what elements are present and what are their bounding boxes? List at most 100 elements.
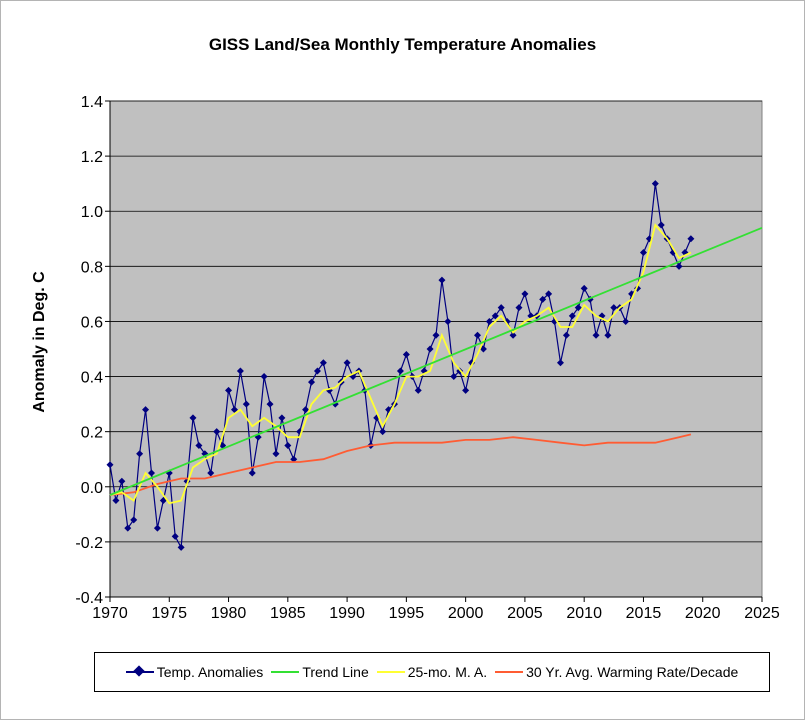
anomaly-point xyxy=(432,331,440,339)
anomaly-point xyxy=(622,317,630,325)
anomaly-point xyxy=(319,359,327,367)
anomaly-point xyxy=(124,524,132,532)
x-tick-label: 1980 xyxy=(211,605,247,622)
legend-key-warming-rate xyxy=(495,665,524,679)
anomaly-point xyxy=(604,331,612,339)
anomaly-point xyxy=(112,497,120,505)
anomaly-point xyxy=(242,400,250,408)
anomaly-point xyxy=(177,543,185,551)
anomaly-point xyxy=(426,345,434,353)
legend-key-anomalies xyxy=(125,665,154,679)
x-tick-label: 1985 xyxy=(270,605,306,622)
anomaly-point xyxy=(230,406,238,414)
anomaly-point xyxy=(130,516,138,524)
anomaly-point xyxy=(402,351,410,359)
anomaly-point xyxy=(207,469,215,477)
anomaly-point xyxy=(657,221,665,229)
legend-label-warming-rate: 30 Yr. Avg. Warming Rate/Decade xyxy=(526,664,739,680)
y-tick-label: 0.2 xyxy=(81,425,103,442)
anomaly-point xyxy=(106,461,114,469)
anomaly-point xyxy=(438,276,446,284)
anomaly-point xyxy=(195,441,203,449)
anomaly-point xyxy=(248,469,256,477)
series-warming-rate-line xyxy=(109,433,692,496)
anomaly-point xyxy=(473,331,481,339)
x-tick-label: 2000 xyxy=(448,605,484,622)
y-tick-label: 1.4 xyxy=(81,94,103,111)
anomaly-point xyxy=(118,477,126,485)
y-tick-label: 1.2 xyxy=(81,149,103,166)
y-tick-label: -0.4 xyxy=(75,590,103,607)
anomaly-point xyxy=(562,331,570,339)
anomaly-point xyxy=(308,378,316,386)
anomaly-point xyxy=(444,317,452,325)
anomaly-point xyxy=(509,331,517,339)
anomaly-point xyxy=(580,284,588,292)
anomaly-point xyxy=(278,414,286,422)
anomaly-point xyxy=(171,532,179,540)
anomaly-point xyxy=(225,386,233,394)
anomaly-point xyxy=(592,331,600,339)
y-tick-label: 0.4 xyxy=(81,370,103,387)
anomaly-point xyxy=(147,469,155,477)
legend-key-moving-average xyxy=(376,665,405,679)
legend-item-anomalies: Temp. Anomalies xyxy=(125,664,264,680)
anomaly-point xyxy=(450,373,458,381)
anomaly-point xyxy=(236,367,244,375)
anomaly-point xyxy=(153,524,161,532)
anomaly-point xyxy=(610,304,618,312)
anomaly-point xyxy=(675,262,683,270)
anomaly-point xyxy=(396,367,404,375)
anomaly-point xyxy=(556,359,564,367)
legend-label-trend: Trend Line xyxy=(302,664,369,680)
anomaly-point xyxy=(574,304,582,312)
anomaly-point xyxy=(189,414,197,422)
anomaly-point xyxy=(343,359,351,367)
anomaly-point xyxy=(266,400,274,408)
y-tick-label: 0.8 xyxy=(81,259,103,276)
anomaly-point xyxy=(462,386,470,394)
anomaly-point xyxy=(639,249,647,257)
anomaly-point xyxy=(272,450,280,458)
x-tick-label: 2020 xyxy=(685,605,721,622)
anomaly-point xyxy=(485,317,493,325)
series-trend-line xyxy=(109,226,763,496)
anomaly-point xyxy=(479,345,487,353)
anomaly-point xyxy=(302,406,310,414)
anomaly-point xyxy=(414,386,422,394)
anomaly-point xyxy=(260,373,268,381)
legend-key-trend xyxy=(271,665,300,679)
y-tick-label: 1.0 xyxy=(81,204,103,221)
anomaly-point xyxy=(142,406,150,414)
anomaly-point xyxy=(213,428,221,436)
x-tick-label: 1995 xyxy=(389,605,425,622)
anomaly-point xyxy=(497,304,505,312)
legend: Temp. Anomalies Trend Line 25-mo. M. A. … xyxy=(94,652,770,692)
x-tick-label: 2025 xyxy=(744,605,780,622)
legend-label-anomalies: Temp. Anomalies xyxy=(156,664,264,680)
anomaly-point xyxy=(491,312,499,320)
anomaly-point xyxy=(651,180,659,188)
x-tick-label: 2010 xyxy=(566,605,602,622)
legend-label-moving-average: 25-mo. M. A. xyxy=(407,664,488,680)
anomaly-point xyxy=(284,441,292,449)
x-tick-label: 1970 xyxy=(92,605,128,622)
y-tick-label: -0.2 xyxy=(75,535,103,552)
x-tick-label: 1975 xyxy=(151,605,187,622)
y-tick-label: 0.0 xyxy=(81,480,103,497)
anomaly-point xyxy=(521,290,529,298)
anomaly-point xyxy=(687,235,695,243)
x-tick-label: 2015 xyxy=(626,605,662,622)
anomaly-point xyxy=(313,367,321,375)
anomaly-point xyxy=(290,455,298,463)
anomaly-point xyxy=(568,312,576,320)
x-tick-label: 1990 xyxy=(329,605,365,622)
anomaly-point xyxy=(545,290,553,298)
anomaly-point xyxy=(136,450,144,458)
plot-area xyxy=(109,100,763,598)
y-tick-label: 0.6 xyxy=(81,314,103,331)
series-moving-average-line xyxy=(109,223,692,505)
legend-item-moving-average: 25-mo. M. A. xyxy=(376,664,488,680)
chart-title: GISS Land/Sea Monthly Temperature Anomal… xyxy=(208,35,597,54)
